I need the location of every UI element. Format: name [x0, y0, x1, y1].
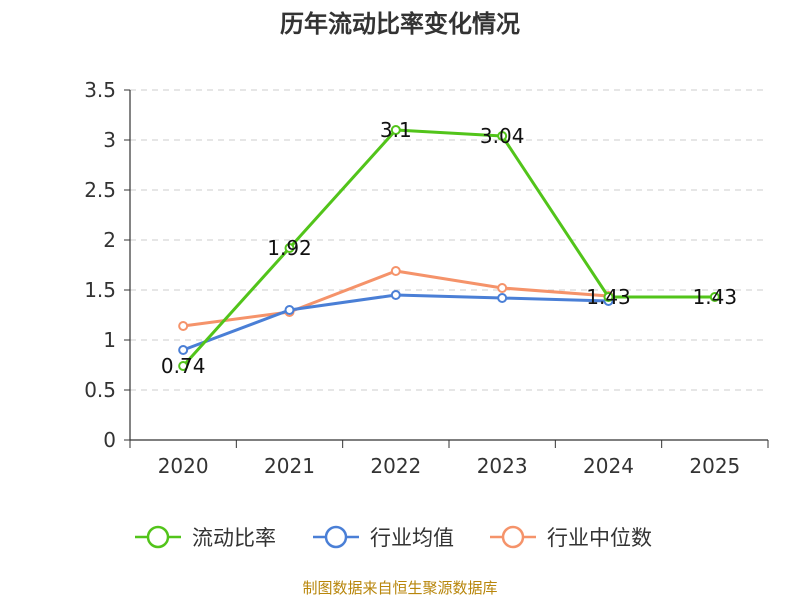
x-tick-label: 2020 — [158, 454, 209, 478]
y-tick-label: 1 — [103, 328, 116, 352]
data-point — [178, 345, 189, 355]
y-tick-label: 0.5 — [84, 378, 116, 402]
data-label: 0.74 — [161, 354, 206, 378]
x-axis-ticks: 2020 2021 2022 2023 2024 2025 — [129, 440, 769, 478]
y-axis-ticks: 0 0.5 1 1.5 2 2.5 3 3.5 — [84, 78, 130, 452]
y-tick-label: 1.5 — [84, 278, 116, 302]
series-1 — [178, 290, 614, 355]
legend-label: 行业均值 — [370, 526, 454, 550]
data-label: 1.92 — [267, 236, 312, 260]
data-point — [603, 292, 614, 302]
legend-item[interactable]: 流动比率 — [135, 525, 276, 550]
data-point — [709, 292, 720, 302]
x-tick-label: 2025 — [689, 454, 740, 478]
data-point — [178, 361, 189, 371]
legend-item[interactable]: 行业中位数 — [490, 525, 652, 550]
data-label: 3.1 — [380, 118, 412, 142]
data-label: 1.43 — [586, 285, 631, 309]
legend-marker — [324, 525, 348, 549]
data-point — [497, 293, 508, 303]
data-point — [390, 125, 401, 135]
data-point — [390, 290, 401, 300]
legend-marker — [146, 525, 170, 549]
y-tick-label: 3 — [103, 128, 116, 152]
series-line — [182, 293, 609, 352]
data-point — [390, 266, 401, 276]
data-labels: 0.74 1.92 3.1 3.04 1.43 1.43 — [161, 118, 737, 378]
series-lines — [178, 125, 720, 371]
y-tick-label: 0 — [103, 428, 116, 452]
axes — [129, 90, 768, 441]
data-label: 1.43 — [693, 285, 738, 309]
data-point — [497, 131, 508, 141]
legend[interactable]: 流动比率 行业均值 行业中位数 — [135, 525, 652, 550]
series-line — [182, 128, 715, 368]
data-point — [178, 321, 189, 331]
legend-item[interactable]: 行业均值 — [313, 525, 454, 550]
data-label: 3.04 — [480, 124, 525, 148]
legend-label: 流动比率 — [192, 526, 276, 550]
x-tick-label: 2023 — [477, 454, 528, 478]
x-tick-label: 2022 — [370, 454, 421, 478]
x-tick-label: 2021 — [264, 454, 315, 478]
chart-title: 历年流动比率变化情况 — [280, 10, 520, 38]
y-tick-label: 2.5 — [84, 178, 116, 202]
y-tick-label: 2 — [103, 228, 116, 252]
x-tick-label: 2024 — [583, 454, 634, 478]
grid-lines — [130, 89, 768, 391]
source-note: 制图数据来自恒生聚源数据库 — [302, 579, 497, 597]
data-point — [284, 305, 295, 315]
y-tick-label: 3.5 — [84, 78, 116, 102]
legend-label: 行业中位数 — [547, 526, 652, 550]
legend-marker — [501, 525, 525, 549]
data-point — [284, 243, 295, 253]
data-point — [497, 283, 508, 293]
series-0 — [178, 125, 720, 371]
